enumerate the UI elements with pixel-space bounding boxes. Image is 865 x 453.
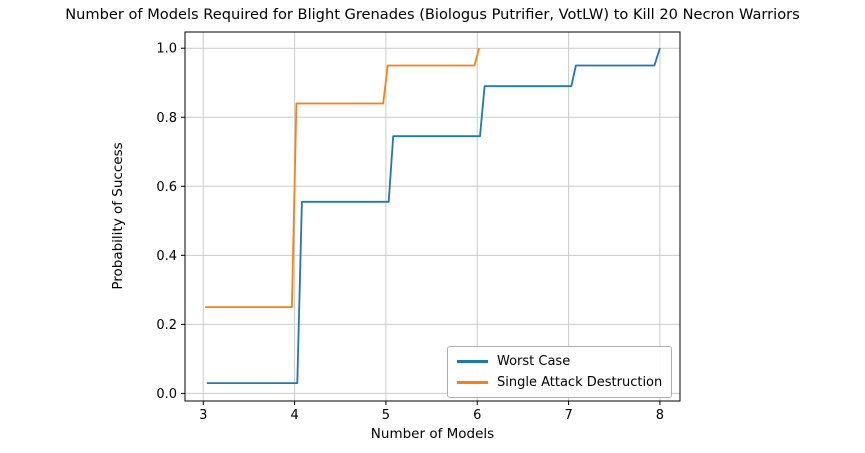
y-tick-label: 0.4 <box>156 249 177 264</box>
y-tick-label: 1.0 <box>156 42 177 57</box>
series-line-0 <box>206 47 661 385</box>
y-tick-label: 0.2 <box>156 318 177 333</box>
y-tick-label: 0.8 <box>156 111 177 126</box>
x-axis-title: Number of Models <box>370 426 495 442</box>
x-tick-label: 8 <box>656 408 664 423</box>
legend-item-single-attack-destruction: Single Attack Destruction <box>457 372 662 393</box>
x-tick-label: 7 <box>564 408 572 423</box>
x-tick-label: 3 <box>199 408 207 423</box>
x-tick-label: 6 <box>473 408 481 423</box>
x-tick-label: 4 <box>290 408 298 423</box>
legend-label-worst-case: Worst Case <box>497 354 571 369</box>
worst-case-line-swatch <box>457 360 488 363</box>
x-tick-label: 5 <box>382 408 390 423</box>
series-line-1 <box>205 47 480 309</box>
chart-title: Number of Models Required for Blight Gre… <box>65 6 800 23</box>
axes-spines <box>184 31 681 402</box>
single-attack-destruction-line-swatch <box>457 381 488 384</box>
legend-item-worst-case: Worst Case <box>457 351 662 372</box>
y-tick-label: 0.0 <box>156 387 177 402</box>
y-tick-label: 0.6 <box>156 180 177 195</box>
y-axis-title: Probability of Success <box>110 142 126 290</box>
legend-label-single-attack-destruction: Single Attack Destruction <box>497 375 663 390</box>
legend: Worst Case Single Attack Destruction <box>447 346 673 398</box>
